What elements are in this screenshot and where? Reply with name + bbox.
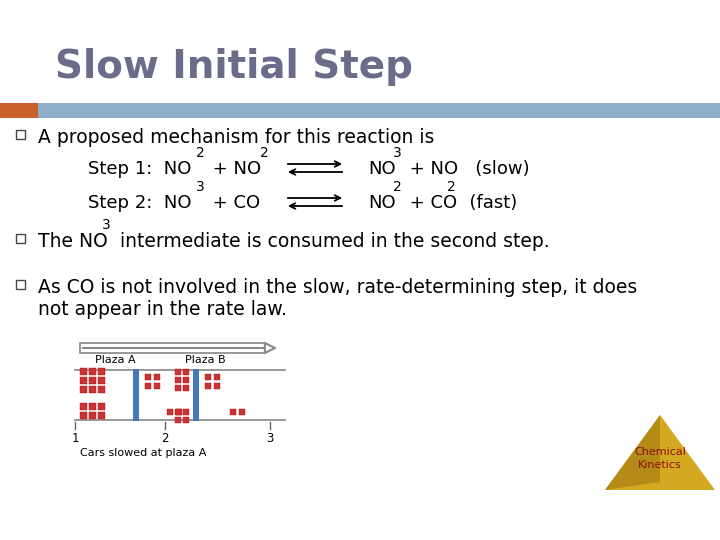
Text: Chemical
Kinetics: Chemical Kinetics: [634, 447, 686, 470]
Text: 1: 1: [71, 432, 78, 445]
Text: 2: 2: [393, 180, 402, 194]
Text: Plaza B: Plaza B: [185, 355, 225, 365]
Text: 3: 3: [102, 218, 111, 232]
Text: 2: 2: [447, 180, 456, 194]
Text: Plaza A: Plaza A: [95, 355, 135, 365]
Text: 2: 2: [196, 146, 204, 160]
Bar: [183, 377, 189, 383]
Bar: [80, 343, 265, 353]
Bar: [0, 103, 38, 118]
Bar: [205, 374, 211, 380]
Text: Cars slowed at plaza A: Cars slowed at plaza A: [80, 448, 207, 458]
Bar: [16, 233, 24, 242]
Bar: [89, 412, 96, 419]
Bar: [176, 409, 182, 415]
Bar: [89, 386, 96, 393]
Text: + CO: + CO: [207, 194, 260, 212]
Text: Slow Initial Step: Slow Initial Step: [55, 48, 413, 86]
Text: A proposed mechanism for this reaction is: A proposed mechanism for this reaction i…: [38, 128, 434, 147]
Text: 2: 2: [260, 146, 269, 160]
Bar: [0, 103, 720, 118]
Text: intermediate is consumed in the second step.: intermediate is consumed in the second s…: [114, 232, 549, 251]
Bar: [98, 403, 105, 410]
Bar: [175, 385, 181, 391]
Bar: [183, 385, 189, 391]
Bar: [98, 377, 105, 384]
Bar: [89, 403, 96, 410]
Bar: [98, 368, 105, 375]
Bar: [183, 417, 189, 423]
Bar: [145, 383, 151, 389]
Text: 2: 2: [161, 432, 168, 445]
Bar: [16, 130, 24, 138]
Text: + CO: + CO: [404, 194, 457, 212]
Bar: [80, 368, 87, 375]
Text: NO: NO: [368, 160, 395, 178]
Bar: [80, 403, 87, 410]
Bar: [183, 409, 189, 415]
Bar: [193, 369, 199, 421]
Text: + NO   (slow): + NO (slow): [404, 160, 530, 178]
Bar: [175, 409, 181, 415]
Text: + NO: + NO: [207, 160, 261, 178]
Bar: [80, 377, 87, 384]
Bar: [89, 368, 96, 375]
Bar: [214, 374, 220, 380]
Bar: [154, 383, 160, 389]
Text: The NO: The NO: [38, 232, 108, 251]
Text: NO: NO: [368, 194, 395, 212]
Bar: [230, 409, 236, 415]
Bar: [98, 386, 105, 393]
Bar: [89, 377, 96, 384]
Bar: [80, 412, 87, 419]
Bar: [175, 417, 181, 423]
Bar: [175, 369, 181, 375]
Bar: [145, 374, 151, 380]
Text: 3: 3: [393, 146, 402, 160]
Bar: [80, 386, 87, 393]
Bar: [154, 374, 160, 380]
Bar: [16, 280, 24, 288]
Bar: [205, 383, 211, 389]
Bar: [175, 377, 181, 383]
Text: As CO is not involved in the slow, rate-determining step, it does: As CO is not involved in the slow, rate-…: [38, 278, 637, 297]
Text: not appear in the rate law.: not appear in the rate law.: [38, 300, 287, 319]
Text: 3: 3: [266, 432, 274, 445]
Bar: [133, 369, 139, 421]
Text: 3: 3: [196, 180, 204, 194]
Text: (fast): (fast): [458, 194, 517, 212]
Polygon shape: [605, 415, 715, 490]
Text: Step 2:  NO: Step 2: NO: [88, 194, 192, 212]
Bar: [183, 369, 189, 375]
Bar: [214, 383, 220, 389]
Polygon shape: [605, 415, 660, 490]
Bar: [167, 409, 173, 415]
Text: Step 1:  NO: Step 1: NO: [88, 160, 192, 178]
Bar: [239, 409, 245, 415]
Bar: [98, 412, 105, 419]
